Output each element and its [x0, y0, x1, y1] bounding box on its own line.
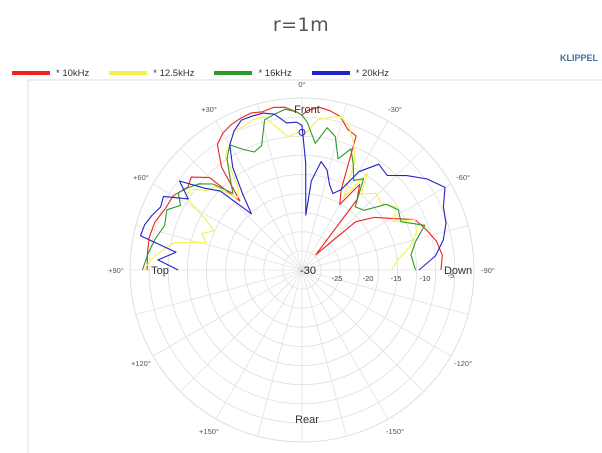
grid-spoke: [301, 103, 347, 271]
direction-label-top: Top: [151, 265, 169, 277]
grid-spoke: [301, 269, 469, 315]
angle-label: +60°: [133, 173, 149, 182]
legend-label: * 16kHz: [258, 67, 292, 79]
angle-label: +30°: [201, 105, 217, 114]
series-line: [146, 106, 443, 271]
grid-spoke: [301, 225, 469, 271]
direction-label-rear: Rear: [295, 414, 319, 426]
chart-title: r=1m: [272, 14, 330, 36]
grid-spoke: [152, 269, 303, 357]
legend-swatch: [214, 71, 253, 75]
legend-label: * 20kHz: [355, 67, 389, 79]
legend-item: * 16kHz: [214, 67, 292, 79]
series-line: [139, 112, 447, 271]
direction-label-down: Down: [444, 265, 472, 277]
series-layer: [139, 106, 447, 271]
legend-label: * 10kHz: [56, 67, 90, 79]
direction-label-front: Front: [294, 104, 320, 116]
legend-item: * 20kHz: [311, 67, 389, 79]
grid-spoke: [215, 269, 303, 420]
legend-swatch: [12, 71, 50, 75]
series-line: [143, 115, 418, 271]
angle-label: +90°: [108, 266, 124, 275]
legend-swatch: [109, 71, 148, 75]
grid-spoke: [257, 103, 303, 271]
brand-logo-text: KLIPPEL: [559, 53, 598, 63]
angle-label: -150°: [386, 427, 404, 436]
legend-item: * 12.5kHz: [109, 68, 194, 79]
grid-spoke: [301, 269, 389, 420]
angle-label: -90°: [481, 266, 495, 275]
polar-labels: 0°-30°-60°-90°-120°-150°+/-180°+150°+120…: [108, 80, 495, 453]
radial-tick-label: -15: [391, 274, 402, 283]
series-marker: [298, 128, 306, 136]
angle-label: -120°: [454, 359, 472, 368]
radial-tick-label: -5: [448, 271, 455, 280]
grid-spoke: [301, 183, 452, 271]
polar-grid: [129, 97, 475, 443]
grid-spoke: [301, 269, 347, 437]
grid-spoke: [135, 269, 303, 315]
legend-swatch: [311, 71, 350, 75]
angle-label: 0°: [298, 80, 305, 89]
grid-spoke: [301, 269, 452, 357]
angle-label: -30°: [388, 105, 402, 114]
radial-tick-label: -20: [363, 274, 374, 283]
legend-label: * 12.5kHz: [153, 67, 195, 79]
grid-spoke: [301, 269, 424, 392]
radial-tick-label: -10: [420, 274, 431, 283]
angle-label: +150°: [199, 427, 219, 436]
legend-item: * 10kHz: [12, 68, 89, 79]
radial-tick-label: -30: [300, 265, 316, 277]
legend: * 10kHz * 12.5kHz * 16kHz * 20kHz: [12, 66, 409, 80]
angle-label: -60°: [456, 173, 470, 182]
grid-spoke: [301, 120, 389, 271]
grid-spoke: [180, 148, 303, 271]
grid-spoke: [180, 269, 303, 392]
grid-spoke: [135, 225, 303, 271]
grid-spoke: [257, 269, 303, 437]
radial-tick-label: -25: [332, 274, 343, 283]
angle-label: +120°: [131, 359, 151, 368]
